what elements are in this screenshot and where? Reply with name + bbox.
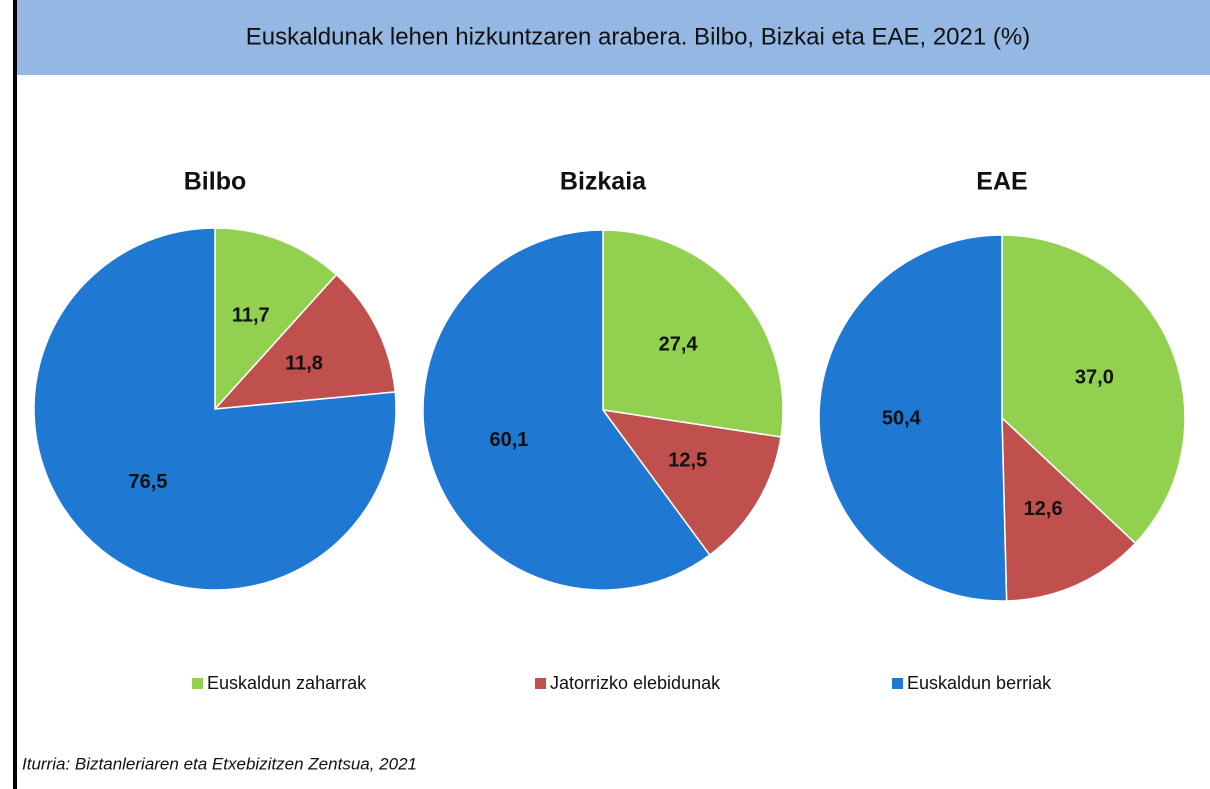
- pie-title: Bilbo: [184, 168, 247, 196]
- data-label: 37,0: [1075, 366, 1114, 388]
- data-label: 76,5: [129, 471, 168, 493]
- legend-swatch: [535, 678, 546, 689]
- data-label: 50,4: [882, 408, 922, 430]
- legend-swatch: [192, 678, 203, 689]
- pie-slice: [214, 227, 338, 411]
- legend-label: Jatorrizko elebidunak: [550, 673, 721, 693]
- pie-slice: [602, 229, 784, 438]
- title-bar: [15, 0, 1210, 75]
- pie-title: EAE: [976, 168, 1027, 196]
- pie-slice: [818, 234, 1008, 602]
- pie-slice: [33, 227, 397, 591]
- pie-slice: [213, 273, 397, 410]
- data-label: 27,4: [659, 334, 699, 356]
- legend-swatch: [892, 678, 903, 689]
- legend-label: Euskaldun zaharrak: [207, 673, 367, 693]
- pie-slice: [1001, 234, 1186, 545]
- left-border: [13, 0, 17, 789]
- data-label: 11,8: [285, 353, 323, 375]
- pie-slice: [422, 229, 711, 591]
- data-label: 11,7: [232, 304, 270, 326]
- pie-slice: [1001, 416, 1137, 602]
- pie-slice: [601, 408, 782, 557]
- chart-title: Euskaldunak lehen hizkuntzaren arabera. …: [246, 23, 1030, 50]
- data-label: 60,1: [489, 429, 528, 451]
- data-label: 12,5: [668, 449, 707, 471]
- source: Iturria: Biztanleriaren eta Etxebizitzen…: [22, 754, 417, 773]
- legend-label: Euskaldun berriak: [907, 673, 1052, 693]
- pie-title: Bizkaia: [560, 168, 647, 196]
- data-label: 12,6: [1024, 498, 1063, 520]
